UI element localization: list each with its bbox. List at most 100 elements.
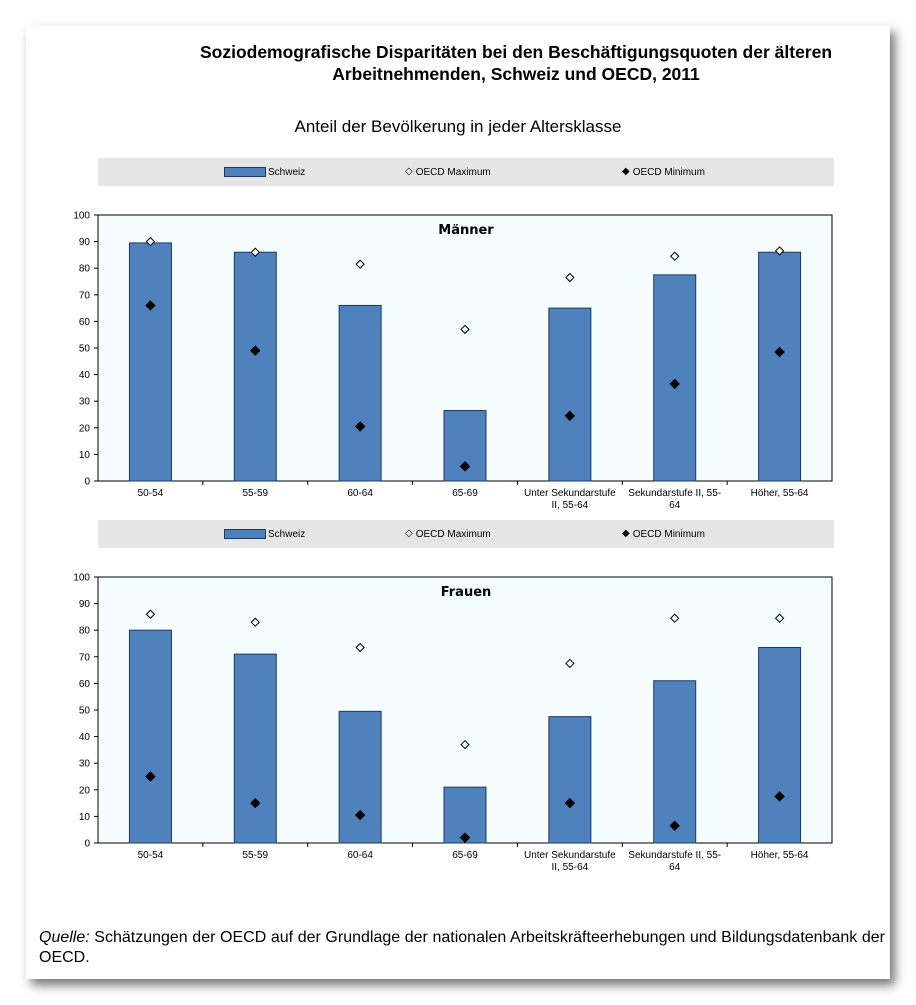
chart-frauen: 0 10 20 30 40 50 60 70 80 90 100 Frauen 50-54 55-59 60…	[73, 573, 833, 873]
bar-schweiz	[653, 680, 697, 844]
marker-oecd-min	[774, 346, 785, 358]
bar-schweiz	[548, 716, 592, 844]
chart-maenner: 0 10 20 30 40 50 60 70 80 90 100 Männer 50-54 55-59 60…	[73, 211, 833, 511]
open-diamond-icon: ◇	[405, 166, 413, 177]
bar-schweiz	[548, 307, 592, 482]
x-tick-label: 50-54	[138, 488, 164, 499]
marker-oecd-max	[565, 658, 575, 669]
y-tick-label: 30	[79, 397, 91, 408]
figure-subtitle: Anteil der Bevölkerung in jeder Alterskl…	[294, 117, 622, 136]
legend-item-oecd-min: ◆ OECD Minimum	[622, 158, 705, 186]
open-diamond-icon: ◇	[405, 528, 413, 539]
y-tick-label: 90	[79, 237, 91, 248]
y-tick-label: 70	[79, 290, 91, 301]
marker-oecd-min	[250, 797, 261, 809]
x-tick-label: Höher, 55-64	[751, 850, 809, 861]
y-tick-label: 40	[79, 732, 91, 743]
legend-bottom: Schweiz ◇ OECD Maximum ◆ OECD Minimum	[98, 520, 834, 548]
legend-item-oecd-max: ◇ OECD Maximum	[405, 520, 491, 548]
legend-label-oecd-max: OECD Maximum	[415, 166, 491, 178]
marker-oecd-max	[774, 613, 785, 623]
y-tick-label: 50	[79, 344, 91, 355]
x-tick-label: Sekundarstufe II, 55-64	[628, 850, 721, 873]
legend-item-schweiz: Schweiz	[224, 158, 305, 186]
figure-title: Soziodemografische Disparitäten bei den …	[136, 41, 896, 85]
legend-label-schweiz: Schweiz	[268, 528, 306, 540]
y-tick-label: 10	[79, 450, 91, 461]
figure-title-line-2: Arbeitnehmenden, Schweiz und OECD, 2011	[332, 64, 700, 84]
x-tick-label: 65-69	[452, 850, 478, 861]
y-tick-label: 10	[79, 812, 91, 823]
marker-oecd-min	[145, 771, 156, 782]
marker-oecd-min	[774, 791, 785, 802]
source-text: Schätzungen der OECD auf der Grundlage d…	[39, 929, 885, 966]
y-tick-label: 80	[79, 264, 91, 275]
y-tick-label: 30	[79, 759, 91, 770]
marker-oecd-max	[355, 259, 365, 269]
x-tick-label: 55-59	[242, 850, 268, 861]
y-tick-label: 20	[79, 785, 91, 796]
marker-oecd-max	[250, 247, 260, 257]
bar-schweiz	[233, 251, 277, 482]
legend-item-oecd-max: ◇ OECD Maximum	[405, 158, 491, 186]
y-tick-label: 60	[79, 679, 91, 690]
legend-top: Schweiz ◇ OECD Maximum ◆ OECD Minimum	[98, 158, 834, 186]
legend-label-oecd-min: OECD Minimum	[632, 528, 705, 540]
y-tick-label: 40	[79, 370, 91, 381]
marker-oecd-min	[459, 461, 471, 472]
y-tick-label: 80	[79, 626, 91, 637]
marker-oecd-max	[355, 642, 365, 653]
x-tick-label: Sekundarstufe II, 55-64	[628, 488, 721, 511]
bar-schweiz	[758, 646, 802, 844]
marker-oecd-max	[670, 613, 680, 623]
y-tick-label: 0	[84, 477, 90, 488]
marker-oecd-max	[460, 739, 470, 750]
marker-oecd-max	[250, 617, 260, 627]
filled-diamond-icon: ◆	[622, 528, 630, 539]
bar-schweiz	[233, 653, 277, 844]
source-label: Quelle:	[39, 929, 90, 946]
y-tick-label: 90	[79, 599, 91, 610]
marker-oecd-min	[354, 809, 366, 821]
figure-title-line-1: Soziodemografische Disparitäten bei den …	[199, 42, 833, 62]
marker-oecd-min	[564, 410, 576, 422]
bar-schweiz	[338, 304, 382, 482]
marker-oecd-min	[669, 820, 680, 831]
y-tick-label: 60	[79, 317, 91, 328]
marker-oecd-min	[564, 797, 576, 809]
marker-oecd-min	[669, 378, 680, 390]
panel-title: Frauen	[441, 585, 492, 600]
marker-oecd-max	[670, 251, 680, 261]
legend-item-oecd-min: ◆ OECD Minimum	[622, 520, 705, 548]
bar-schweiz	[128, 242, 172, 482]
marker-oecd-max	[145, 236, 156, 247]
marker-oecd-max	[460, 324, 470, 335]
x-tick-label: Unter Sekundarstufe II, 55-64	[524, 488, 616, 511]
y-tick-label: 70	[79, 652, 91, 663]
marker-oecd-min	[354, 421, 366, 432]
legend-label-schweiz: Schweiz	[268, 166, 306, 178]
x-tick-label: Unter Sekundarstufe II, 55-64	[524, 850, 616, 873]
marker-oecd-max	[565, 272, 575, 283]
marker-oecd-max	[774, 246, 785, 256]
bar-schweiz	[128, 629, 172, 844]
legend-item-schweiz: Schweiz	[224, 520, 305, 548]
legend-label-oecd-max: OECD Maximum	[415, 528, 491, 540]
y-tick-label: 50	[79, 706, 91, 717]
marker-oecd-min	[459, 832, 471, 843]
x-tick-label: 60-64	[347, 850, 373, 861]
y-tick-label: 100	[73, 211, 90, 222]
x-tick-label: 60-64	[347, 488, 373, 499]
x-tick-label: 50-54	[138, 850, 164, 861]
marker-oecd-min	[250, 345, 261, 356]
x-tick-label: 65-69	[452, 488, 478, 499]
panel-title: Männer	[438, 223, 494, 238]
bar-schweiz	[338, 710, 382, 844]
figure-frame: Soziodemografische Disparitäten bei den …	[26, 26, 890, 979]
bar-schweiz	[758, 251, 802, 482]
legend-label-oecd-min: OECD Minimum	[632, 166, 705, 178]
filled-diamond-icon: ◆	[622, 166, 630, 177]
bar-schweiz	[653, 274, 697, 482]
marker-oecd-min	[145, 300, 156, 311]
marker-oecd-max	[145, 609, 156, 619]
